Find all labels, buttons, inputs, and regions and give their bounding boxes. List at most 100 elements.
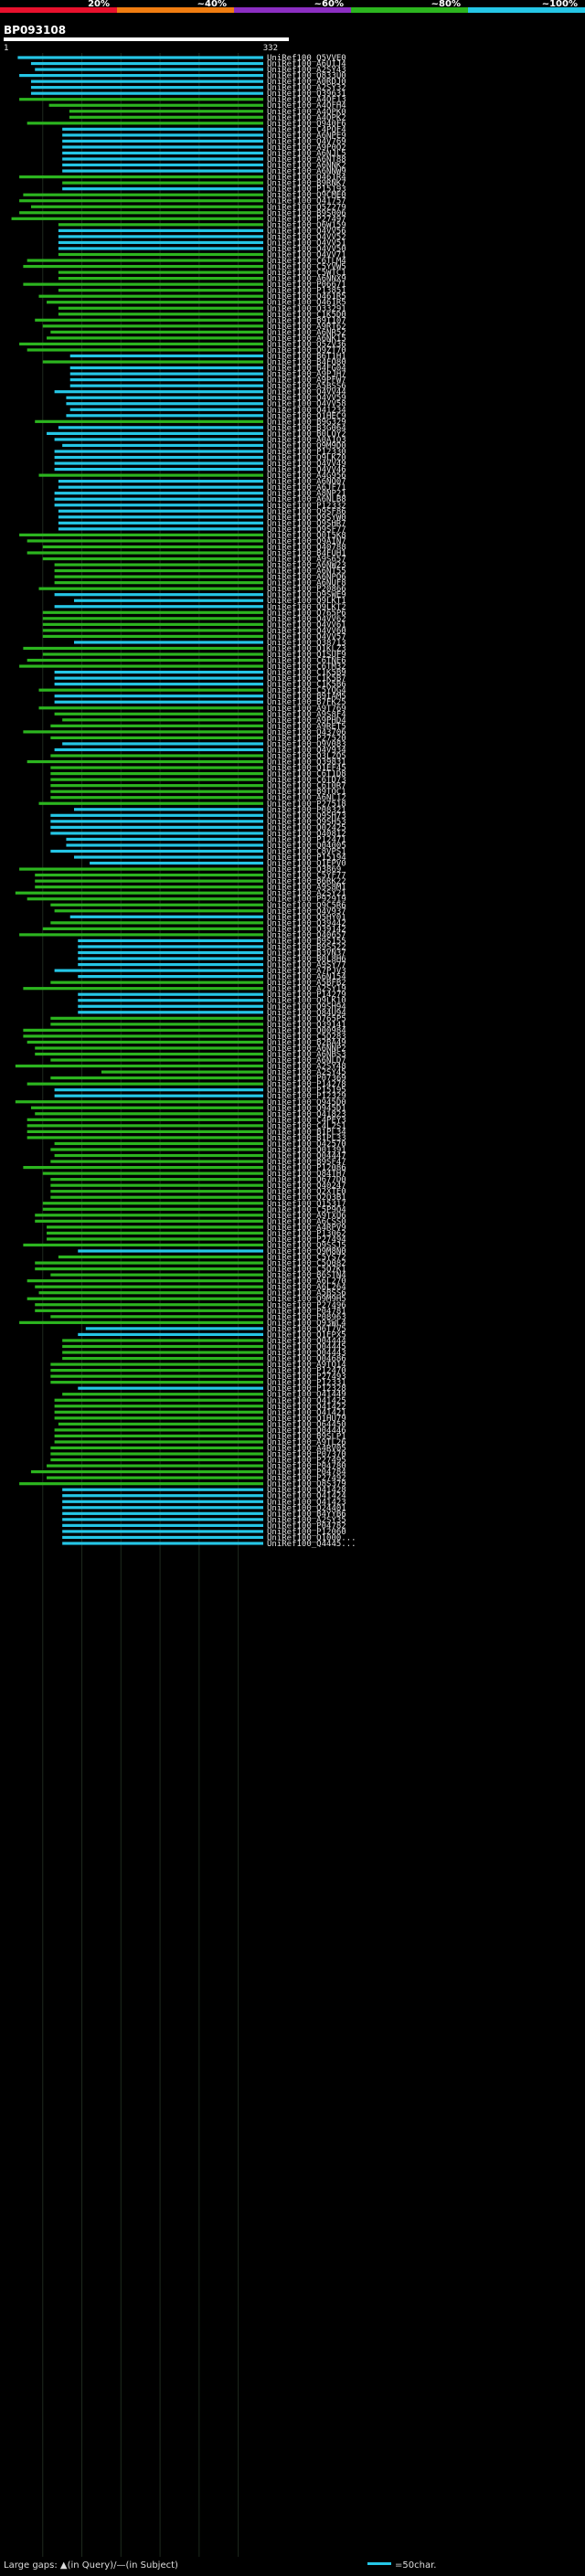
hit-label[interactable]: UniRef100_A2SY45 (267, 1068, 346, 1077)
hit-row[interactable]: UniRef100_B9RNK7 (62, 179, 346, 188)
hit-label[interactable]: UniRef100_A4QFH4 (267, 101, 346, 111)
hit-row[interactable]: UniRef100_C4PQF4 (62, 125, 346, 134)
hit-label[interactable]: UniRef100_Q2XTE0 (267, 1188, 346, 1197)
hit-row[interactable]: UniRef100_C6T1D8 (50, 770, 346, 779)
hit-row[interactable]: UniRef100_Q9LK10 (78, 997, 346, 1006)
hit-label[interactable]: UniRef100_A9T769 (267, 705, 346, 714)
hit-row[interactable]: UniRef100_C5WTC1 (58, 269, 346, 278)
hit-label[interactable]: UniRef100_Q04005 (267, 842, 346, 851)
hit-label[interactable]: UniRef100_A7PJV3 (267, 967, 346, 976)
hit-row[interactable]: UniRef100_Q9M9H5 (27, 1295, 346, 1304)
hit-row[interactable]: UniRef100_P04784 (30, 1468, 346, 1478)
hit-row[interactable]: UniRef100_A6NK15 (47, 334, 346, 344)
hit-label[interactable]: UniRef100_Q2Q3B1 (267, 1193, 346, 1203)
hit-row[interactable]: UniRef100_C1K5D0 (58, 311, 346, 320)
hit-row[interactable]: UniRef100_Q1000... (62, 1533, 356, 1542)
hit-row[interactable]: UniRef100_P07369 (50, 1075, 346, 1084)
hit-row[interactable]: UniRef100_Q945D1 (30, 1104, 346, 1113)
hit-row[interactable]: UniRef100_Q04686 (62, 1355, 346, 1364)
hit-row[interactable]: UniRef100_Q9SYW0 (58, 514, 346, 523)
hit-row[interactable]: UniRef100_P27494 (47, 1235, 346, 1245)
hit-label[interactable]: UniRef100_A9P0Q2 (267, 143, 346, 153)
hit-label[interactable]: UniRef100_Q4V937 (267, 907, 346, 917)
hit-row[interactable]: UniRef100_C6TNE6 (27, 657, 346, 666)
hit-row[interactable]: UniRef100_A6NR52 (50, 328, 346, 337)
hit-label[interactable]: UniRef100_Q4VV52 (267, 233, 346, 242)
hit-label[interactable]: UniRef100_B0L8H6 (267, 955, 346, 964)
hit-label[interactable]: UniRef100_C5Q7K1 (267, 1266, 346, 1275)
hit-row[interactable]: UniRef100_A6JF71 (58, 483, 346, 493)
hit-row[interactable]: UniRef100_Q5VVE0 (17, 54, 346, 63)
hit-label[interactable]: UniRef100_Q9ZT70 (267, 346, 346, 355)
hit-label[interactable]: UniRef100_Q4VV59 (267, 394, 346, 403)
hit-row[interactable]: UniRef100_Q1EF45 (50, 764, 346, 773)
hit-row[interactable]: UniRef100_Q42570 (54, 1140, 346, 1149)
hit-row[interactable]: UniRef100_Q9SF77 (58, 525, 346, 535)
hit-row[interactable]: UniRef100_A9S8F4 (54, 710, 346, 719)
hit-row[interactable]: UniRef100_A9T769 (38, 705, 346, 714)
hit-row[interactable]: UniRef100_B4FQ80 (42, 358, 346, 367)
hit-label[interactable]: UniRef100_B1PL34 (267, 1128, 346, 1137)
hit-label[interactable]: UniRef100_Q461R5 (267, 292, 346, 302)
hit-label[interactable]: UniRef100_A9PJH7 (267, 370, 346, 379)
hit-row[interactable]: UniRef100_Q3LZQ5 (50, 752, 346, 761)
hit-row[interactable]: UniRef100_A6NL12 (50, 794, 346, 803)
hit-label[interactable]: UniRef100_Q4VV57 (267, 632, 346, 641)
hit-label[interactable]: UniRef100_A6N154 (267, 973, 346, 982)
hit-label[interactable]: UniRef100_P12471 (267, 835, 346, 844)
hit-label[interactable]: UniRef100_C5YQG4 (267, 686, 346, 695)
hit-row[interactable]: UniRef100_P12328 (78, 1384, 346, 1394)
hit-row[interactable]: UniRef100_Q4VV49 (54, 460, 346, 469)
hit-row[interactable]: UniRef100_Q01391 (50, 1146, 346, 1155)
hit-row[interactable]: UniRef100_Q9LKT1 (73, 597, 346, 606)
hit-row[interactable]: UniRef100_A6UIJ4 (30, 60, 346, 69)
hit-row[interactable]: UniRef100_B9SF47 (50, 1158, 346, 1167)
hit-label[interactable]: UniRef100_Q1SUF9 (267, 651, 346, 660)
hit-label[interactable]: UniRef100_P15193 (267, 186, 346, 195)
hit-row[interactable]: UniRef100_P14278 (27, 1080, 346, 1089)
hit-label[interactable]: UniRef100_Q1000... (267, 1533, 356, 1542)
hit-row[interactable]: UniRef100_A6NLB8 (54, 495, 346, 504)
hit-label[interactable]: UniRef100_Q4VV49 (267, 460, 346, 469)
hit-row[interactable]: UniRef100_Q39141 (50, 1021, 346, 1030)
hit-row[interactable]: UniRef100_A6NT55 (54, 567, 346, 577)
hit-label[interactable]: UniRef100_Q04444 (267, 1337, 346, 1346)
hit-row[interactable]: UniRef100_B1PL34 (27, 1128, 346, 1137)
hit-row[interactable]: UniRef100_A9PHD4 (62, 716, 346, 726)
hit-label[interactable]: UniRef100_A4QF13 (267, 96, 346, 105)
hit-label[interactable]: UniRef100_B9G329 (267, 418, 346, 427)
hit-row[interactable]: UniRef100_Q39142 (42, 925, 346, 934)
hit-row[interactable]: UniRef100_C5Q082 (35, 1259, 346, 1268)
hit-label[interactable]: UniRef100_A9SY77 (267, 961, 346, 970)
hit-row[interactable]: UniRef100_A6NPO6 (54, 573, 346, 582)
hit-label[interactable]: UniRef100_A9PHD4 (267, 716, 346, 726)
hit-label[interactable]: UniRef100_Q940F6 (267, 120, 346, 129)
hit-label[interactable]: UniRef100_A6NJL5 (267, 149, 346, 158)
hit-row[interactable]: UniRef100_Q765P6 (42, 609, 346, 618)
hit-row[interactable]: UniRef100_A6NQ07 (58, 478, 346, 487)
hit-label[interactable]: UniRef100_Q39141 (267, 1021, 346, 1030)
hit-label[interactable]: UniRef100_Q677D0 (267, 1176, 346, 1185)
hit-row[interactable]: UniRef100_Q6T7V5 (85, 1325, 346, 1334)
hit-label[interactable]: UniRef100_P27494 (267, 1235, 346, 1245)
hit-row[interactable]: UniRef100_A5BSS6 (69, 382, 346, 391)
hit-row[interactable]: UniRef100_C6TM32 (19, 663, 346, 672)
hit-row[interactable]: UniRef100_B4FG04 (69, 365, 346, 374)
hit-label[interactable]: UniRef100_P04784 (267, 1468, 346, 1478)
hit-row[interactable]: UniRef100_Q940F6 (27, 120, 346, 129)
hit-row[interactable]: UniRef100_A6NJL5 (62, 149, 346, 158)
hit-label[interactable]: UniRef100_B3G064 (267, 424, 346, 433)
hit-row[interactable]: UniRef100_Q9SH53 (50, 818, 346, 827)
hit-label[interactable]: UniRef100_Q9LKT2 (267, 603, 346, 612)
hit-row[interactable]: UniRef100_Q9SWE9 (54, 591, 346, 600)
hit-label[interactable]: UniRef100_Q41449 (267, 1391, 346, 1400)
hit-label[interactable]: UniRef100_A9PFW7 (267, 376, 346, 386)
hit-row[interactable]: UniRef100_Q04444 (62, 1337, 346, 1346)
hit-label[interactable]: UniRef100_Q0I5K8 (267, 531, 346, 540)
hit-label[interactable]: UniRef100_Q3869 (267, 865, 341, 875)
hit-row[interactable]: UniRef100_Q4445... (62, 1540, 356, 1549)
hit-label[interactable]: UniRef100_Q765P5 (267, 1014, 346, 1023)
hit-row[interactable]: UniRef100_Q9SH94 (78, 1002, 346, 1012)
hit-row[interactable]: UniRef100_Q4VV71 (58, 250, 346, 260)
hit-row[interactable]: UniRef100_Q4VV60 (42, 627, 346, 636)
